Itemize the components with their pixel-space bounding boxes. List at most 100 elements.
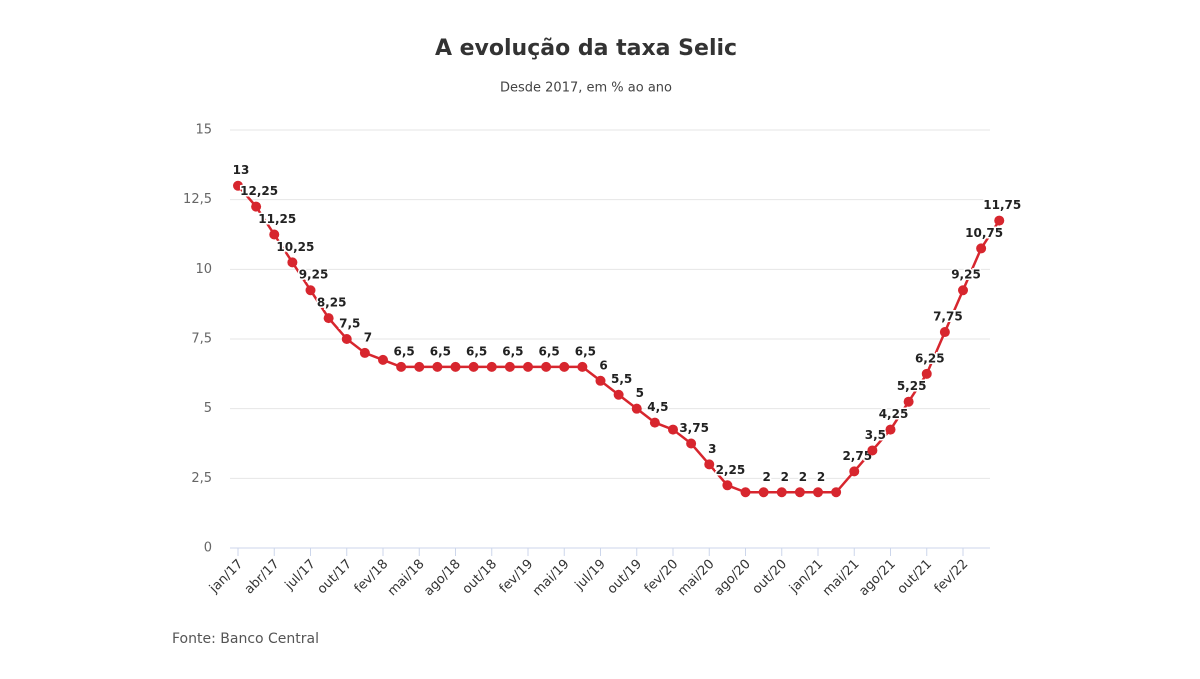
point xyxy=(776,487,787,498)
y-tick-label: 0 xyxy=(204,541,212,556)
data-label: 4,5 xyxy=(647,400,668,414)
data-label: 11,25 xyxy=(258,212,296,226)
source: Fonte: Banco Central xyxy=(172,631,319,647)
point xyxy=(577,361,588,372)
data-label: 8,25 xyxy=(317,296,347,310)
data-label: 2 xyxy=(781,470,789,484)
y-tick-label: 7,5 xyxy=(191,332,212,347)
data-label: 3,75 xyxy=(679,421,709,435)
point xyxy=(450,361,461,372)
point xyxy=(704,459,715,470)
data-label: 6,5 xyxy=(393,344,414,358)
data-label: 10,25 xyxy=(276,240,314,254)
point xyxy=(468,361,479,372)
data-label: 2,25 xyxy=(716,463,746,477)
x-tick-label: fev/22 xyxy=(932,557,972,597)
x-tick-label: fev/19 xyxy=(497,557,537,597)
point xyxy=(758,487,769,498)
data-label: 6,5 xyxy=(430,344,451,358)
point xyxy=(414,361,425,372)
data-label: 6,5 xyxy=(466,344,487,358)
point xyxy=(849,466,860,477)
data-label: 13 xyxy=(233,163,250,177)
y-tick-label: 12,5 xyxy=(183,192,212,207)
data-label: 2 xyxy=(762,470,770,484)
point xyxy=(323,313,334,324)
point xyxy=(341,334,352,344)
x-tick-label: out/19 xyxy=(605,557,645,597)
x-tick-label: jan/17 xyxy=(206,557,246,597)
point xyxy=(595,375,606,386)
point xyxy=(233,180,243,191)
x-tick-label: mai/19 xyxy=(530,557,573,600)
data-label: 7,5 xyxy=(339,317,360,331)
point xyxy=(994,215,1005,226)
point xyxy=(631,403,642,414)
data-label: 6,5 xyxy=(538,344,559,358)
data-label: 9,25 xyxy=(299,268,329,282)
x-tick-label: jul/19 xyxy=(572,557,609,594)
point xyxy=(559,361,570,372)
point xyxy=(359,347,370,358)
point xyxy=(885,424,896,435)
data-label: 6 xyxy=(599,358,607,372)
point xyxy=(486,361,497,372)
data-label: 6,5 xyxy=(502,344,523,358)
point xyxy=(794,487,805,498)
x-tick-label: out/21 xyxy=(895,557,935,597)
data-label: 5,25 xyxy=(897,379,927,393)
data-label: 2,75 xyxy=(842,449,872,463)
data-label: 10,75 xyxy=(965,226,1003,240)
point xyxy=(504,361,515,372)
x-tick-label: mai/20 xyxy=(675,557,718,600)
data-label: 2 xyxy=(817,470,825,484)
x-tick-label: mai/18 xyxy=(385,557,428,600)
chart-subtitle: Desde 2017, em % ao ano xyxy=(500,81,672,96)
y-tick-label: 10 xyxy=(195,262,212,277)
point xyxy=(813,487,823,498)
y-tick-label: 2,5 xyxy=(191,471,212,486)
data-label: 4,25 xyxy=(879,407,909,421)
x-tick-label: mai/21 xyxy=(820,557,863,600)
x-tick-label: abr/17 xyxy=(242,557,283,598)
point xyxy=(287,257,298,268)
data-label: 7 xyxy=(364,330,372,344)
point xyxy=(976,243,987,254)
x-tick-label: jul/17 xyxy=(282,557,319,594)
x-tick-label: out/18 xyxy=(460,557,500,597)
point xyxy=(305,285,316,296)
point xyxy=(251,201,262,212)
data-label: 11,75 xyxy=(983,198,1021,212)
data-label: 12,25 xyxy=(240,184,278,198)
chart-title: A evolução da taxa Selic xyxy=(435,36,737,61)
point xyxy=(269,229,280,240)
x-tick-label: ago/18 xyxy=(421,557,463,599)
x-tick-label: ago/21 xyxy=(856,557,898,599)
point xyxy=(432,361,443,372)
point xyxy=(668,424,678,435)
x-tick-label: ago/20 xyxy=(711,557,753,599)
data-label: 9,25 xyxy=(951,268,981,282)
x-tick-label: fev/18 xyxy=(352,557,392,597)
data-label: 2 xyxy=(799,470,807,484)
data-label: 7,75 xyxy=(933,310,963,324)
y-tick-label: 5 xyxy=(204,401,212,416)
point xyxy=(831,487,842,498)
data-label: 5,5 xyxy=(611,372,632,386)
data-label: 6,25 xyxy=(915,351,945,365)
point xyxy=(541,361,552,372)
point xyxy=(378,354,388,365)
x-tick-label: jan/21 xyxy=(786,557,826,597)
point xyxy=(921,368,932,379)
data-label: 3 xyxy=(708,442,716,456)
point xyxy=(649,417,660,428)
point xyxy=(867,445,878,456)
x-tick-label: out/17 xyxy=(315,557,355,597)
point xyxy=(686,438,697,449)
point xyxy=(613,389,624,400)
point xyxy=(740,487,751,498)
x-tick-label: fev/20 xyxy=(642,557,682,597)
point xyxy=(722,480,733,491)
point xyxy=(958,285,968,296)
